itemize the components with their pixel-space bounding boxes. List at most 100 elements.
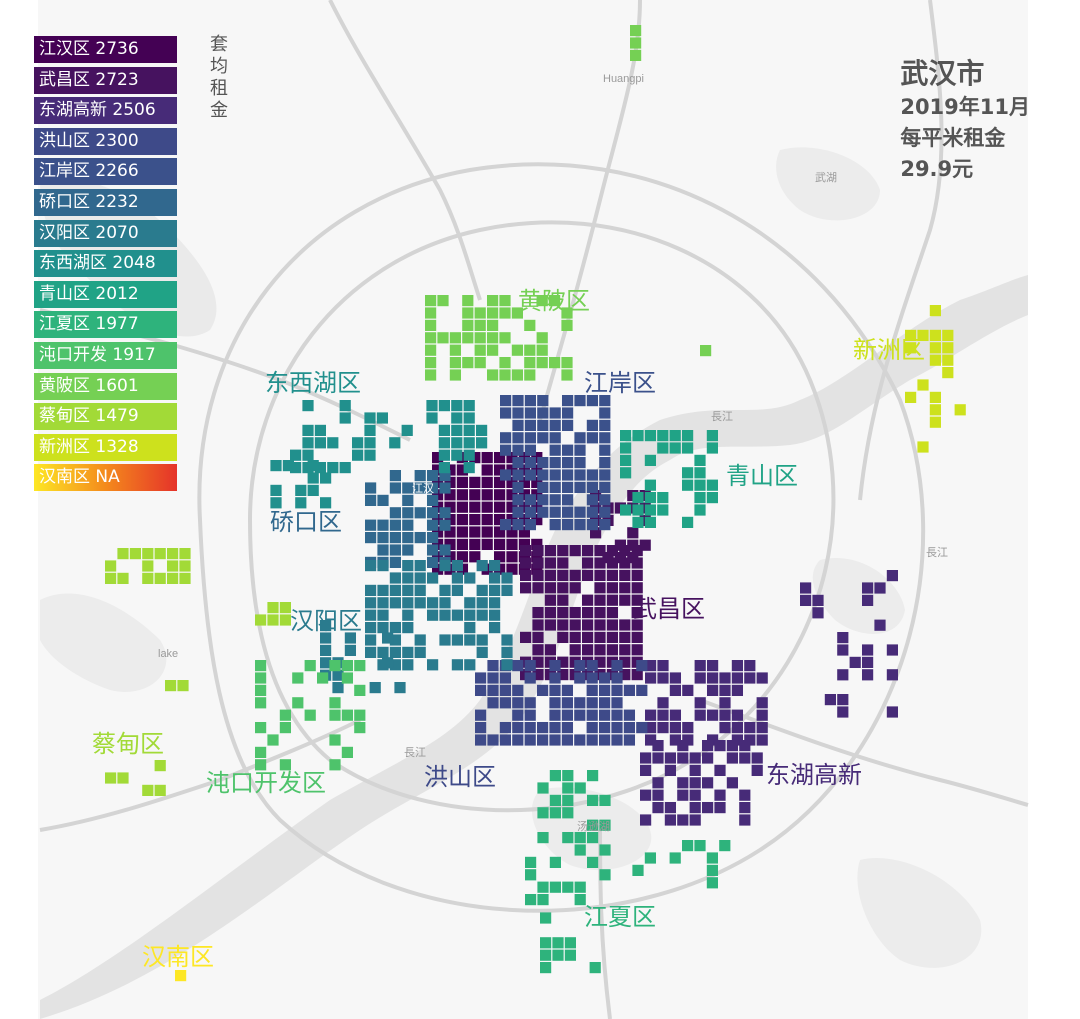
grid-cell — [574, 734, 586, 746]
grid-cell — [594, 594, 606, 606]
grid-cell — [561, 684, 573, 696]
grid-cell — [619, 619, 631, 631]
grid-cell — [307, 460, 319, 472]
grid-cell — [487, 344, 499, 356]
grid-cell — [506, 452, 518, 464]
grid-cell — [731, 672, 743, 684]
grid-cell — [837, 694, 849, 706]
grid-cell — [549, 419, 561, 431]
grid-cell — [557, 582, 569, 594]
grid-cell — [476, 597, 488, 609]
grid-cell — [402, 482, 414, 494]
grid-cell — [574, 894, 586, 906]
grid-cell — [506, 526, 518, 538]
grid-cell — [512, 444, 524, 456]
grid-cell — [689, 777, 701, 789]
grid-cell — [599, 469, 611, 481]
grid-cell — [874, 582, 886, 594]
grid-cell — [462, 295, 474, 307]
grid-cell — [524, 457, 536, 469]
grid-cell — [557, 656, 569, 668]
grid-cell — [630, 37, 642, 49]
grid-cell — [389, 597, 401, 609]
district-label: 东西湖区 — [265, 369, 361, 397]
grid-cell — [594, 656, 606, 668]
grid-cell — [812, 594, 824, 606]
grid-cell — [599, 407, 611, 419]
grid-cell — [506, 563, 518, 575]
grid-cell — [341, 660, 353, 672]
grid-cell — [105, 772, 117, 784]
grid-cell — [292, 697, 304, 709]
grid-cell — [179, 560, 191, 572]
grid-cell — [320, 632, 332, 644]
grid-cell — [376, 412, 388, 424]
grid-cell — [501, 634, 513, 646]
map-label-changjiang: 長江 — [926, 546, 948, 559]
metric-value: 29.9元 — [900, 157, 974, 181]
grid-cell — [549, 684, 561, 696]
grid-cell — [474, 319, 486, 331]
grid-cell — [549, 457, 561, 469]
grid-cell — [481, 476, 493, 488]
grid-cell — [354, 684, 366, 696]
grid-cell — [512, 469, 524, 481]
grid-cell — [714, 802, 726, 814]
grid-cell — [456, 489, 468, 501]
grid-cell — [719, 840, 731, 852]
grid-cell — [677, 814, 689, 826]
grid-cell — [620, 442, 632, 454]
grid-cell — [599, 709, 611, 721]
grid-cell — [562, 469, 574, 481]
grid-cell — [414, 507, 426, 519]
grid-cell — [352, 449, 364, 461]
grid-cell — [587, 794, 599, 806]
grid-cell — [536, 357, 548, 369]
grid-cell — [549, 881, 561, 893]
grid-cell — [354, 660, 366, 672]
grid-cell — [512, 419, 524, 431]
city-title: 武汉市 — [900, 57, 985, 90]
grid-cell — [677, 777, 689, 789]
grid-cell — [401, 424, 413, 436]
grid-cell — [255, 697, 267, 709]
grid-cell — [574, 469, 586, 481]
grid-cell — [494, 538, 506, 550]
grid-cell — [756, 697, 768, 709]
grid-cell — [329, 759, 341, 771]
grid-cell — [544, 644, 556, 656]
legend-item: 东湖高新 2506 — [34, 97, 177, 125]
grid-cell — [706, 442, 718, 454]
grid-cell — [532, 545, 544, 557]
grid-cell — [574, 782, 586, 794]
grid-cell — [657, 430, 669, 442]
grid-cell — [451, 449, 463, 461]
grid-cell — [599, 506, 611, 518]
grid-cell — [377, 609, 389, 621]
grid-cell — [707, 660, 719, 672]
grid-cell — [562, 782, 574, 794]
grid-cell — [290, 462, 302, 474]
grid-cell — [500, 469, 512, 481]
grid-cell — [726, 740, 738, 752]
grid-cell — [142, 560, 154, 572]
grid-cell — [154, 760, 166, 772]
grid-cell — [532, 569, 544, 581]
grid-cell — [756, 734, 768, 746]
grid-cell — [562, 407, 574, 419]
grid-cell — [329, 697, 341, 709]
grid-cell — [270, 460, 282, 472]
grid-cell — [520, 569, 532, 581]
grid-cell — [719, 722, 731, 734]
grid-cell — [524, 344, 536, 356]
grid-cell — [177, 680, 189, 692]
grid-cell — [506, 476, 518, 488]
grid-cell — [489, 572, 501, 584]
grid-cell — [426, 412, 438, 424]
grid-cell — [518, 501, 530, 513]
grid-cell — [389, 470, 401, 482]
grid-cell — [562, 494, 574, 506]
grid-cell — [682, 467, 694, 479]
grid-cell — [942, 367, 954, 379]
grid-cell — [437, 332, 449, 344]
